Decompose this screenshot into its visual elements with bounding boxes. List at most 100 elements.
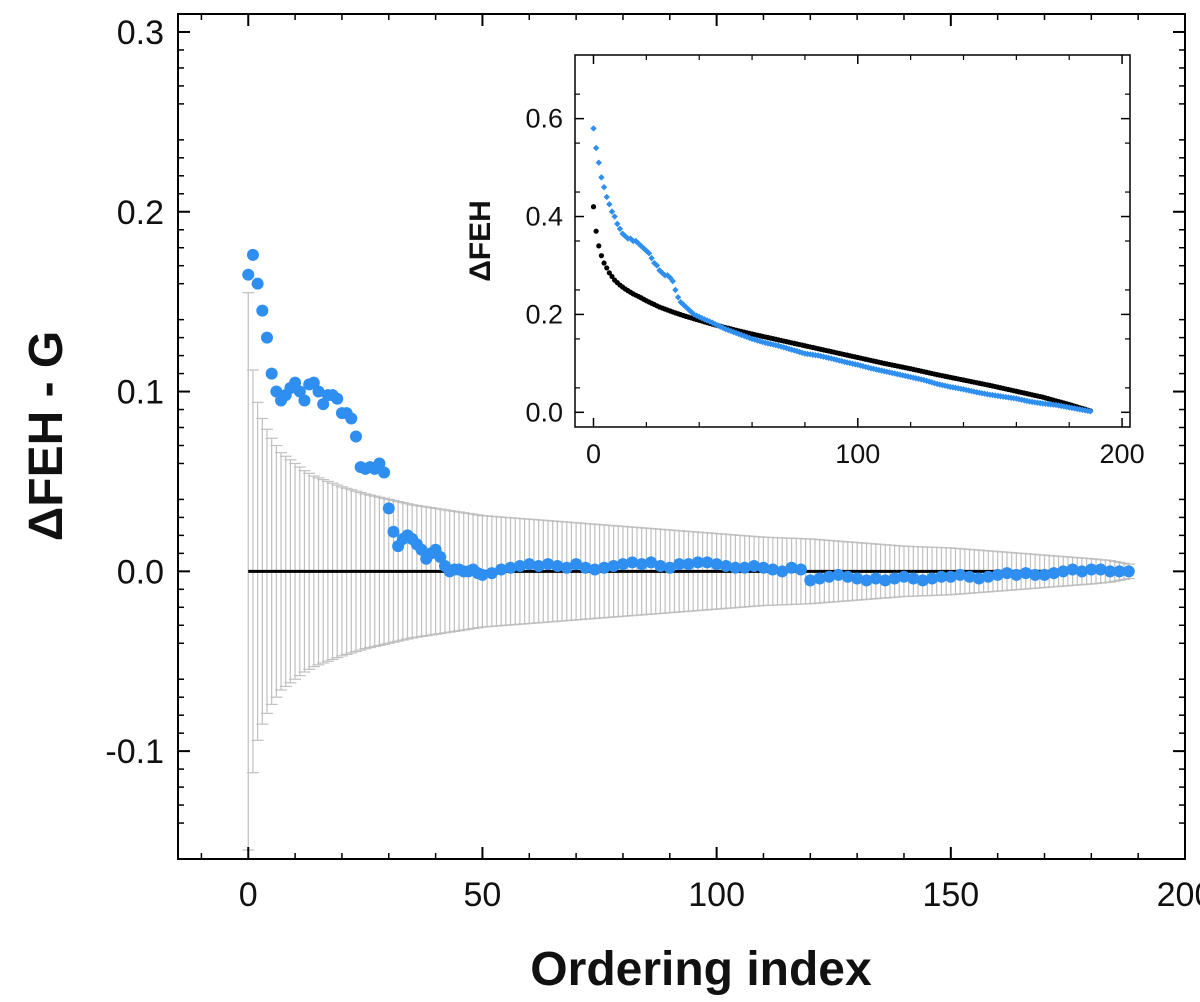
data-point [345,412,358,425]
data-point [331,392,344,405]
data-point [663,561,676,574]
data-point [588,563,601,576]
data-point [260,331,273,344]
inset-data-point-blue [725,326,732,334]
inset-data-point-blue [669,277,676,285]
inset-data-point-blue [862,363,869,371]
inset-data-point-blue [772,341,780,349]
data-point [265,367,278,380]
data-point [1122,565,1135,578]
inset-data-point-black [604,265,610,271]
inset-data-point-blue [899,372,906,379]
main-y-axis-title: ΔFEH - G [20,331,73,542]
inset-y-tick-label: 0.6 [525,104,563,134]
y-tick-label: 0.3 [117,14,164,52]
x-tick-label: 0 [239,876,258,914]
data-point [270,385,283,398]
data-point [954,568,967,581]
data-point [1029,568,1042,581]
data-point [691,556,704,569]
data-point [560,561,573,574]
data-point [972,572,985,585]
y-tick-label: 0.2 [117,194,164,232]
data-point [794,563,807,576]
data-point [757,561,770,574]
inset-data-point-blue [696,313,703,321]
data-point [635,558,648,571]
inset-axis-ticks: 0 100 200 0.0 0.2 0.4 0.6 [525,55,1145,469]
data-point [1094,563,1107,576]
data-point [654,559,667,572]
inset-data-point-blue [825,354,832,362]
data-point [532,559,545,572]
inset-data-point-blue [883,368,891,375]
inset-data-point-blue [659,269,666,277]
data-point [935,570,948,583]
inset-data-point-blue [592,144,600,152]
data-point [869,572,882,585]
inset-data-point-blue [706,318,713,325]
inset-data-point-blue [891,370,898,377]
inset-data-point-blue [873,366,880,373]
data-point [293,385,306,398]
inset-data-point-blue [965,387,972,394]
data-point [897,570,910,583]
inset-data-point-blue [788,346,795,353]
data-point [626,556,639,569]
inset-data-point-black [593,228,599,234]
inset-data-point-black [609,273,615,280]
data-point [841,570,854,583]
inset-data-point-blue [645,250,653,257]
inset-data-point-blue [1013,395,1020,402]
inset-data-point-blue [648,254,655,262]
data-point [1001,567,1014,580]
x-tick-label: 200 [1157,876,1200,914]
inset-y-tick-label: 0.2 [525,299,563,329]
data-point [298,394,311,407]
data-point [813,572,826,585]
data-point [387,525,400,538]
inset-data-point-blue [1018,396,1025,403]
data-point [513,559,526,572]
inset-data-point-blue [918,376,925,383]
data-point [504,561,517,574]
inset-data-point-blue [640,245,647,252]
data-point [349,430,362,443]
data-point [907,572,920,585]
inset-data-point-blue [928,379,935,386]
inset-data-point-blue [653,262,661,269]
data-point [673,558,686,571]
data-point [1019,567,1032,580]
y-tick-label: -0.1 [105,733,164,771]
inset-plot: 0 100 200 0.0 0.2 0.4 0.6 ΔFEH [464,54,1145,469]
data-point [378,466,391,479]
data-point [1057,565,1070,578]
inset-y-tick-label: 0.4 [525,202,563,232]
inset-data-point-blue [865,364,872,371]
inset-x-tick-label: 200 [1100,439,1145,469]
inset-data-point-blue [616,225,624,232]
data-point [776,565,789,578]
data-point [434,550,447,563]
inset-data-point-blue [836,357,843,364]
main-axis-ticks: 0 50 100 150 200 -0.1 0.0 0.1 0.2 0.3 [105,14,1200,914]
main-plot-frame [177,13,1186,860]
inset-data-point-blue [754,337,761,344]
data-point [645,556,658,569]
data-point [476,568,489,581]
inset-x-tick-label: 100 [835,439,880,469]
data-point [373,457,386,470]
inset-data-point-blue [881,368,888,375]
inset-data-point-blue [590,125,597,132]
data-point [860,574,873,587]
main-data-points [242,248,1135,587]
data-point [251,277,264,290]
inset-data-point-blue [770,341,777,348]
inset-data-point-black [596,243,602,249]
data-point [916,574,929,587]
x-tick-label: 100 [688,876,745,914]
inset-data-point-blue [762,339,769,347]
data-point [242,268,255,281]
inset-data-point-blue [939,381,946,389]
data-point [710,558,723,571]
